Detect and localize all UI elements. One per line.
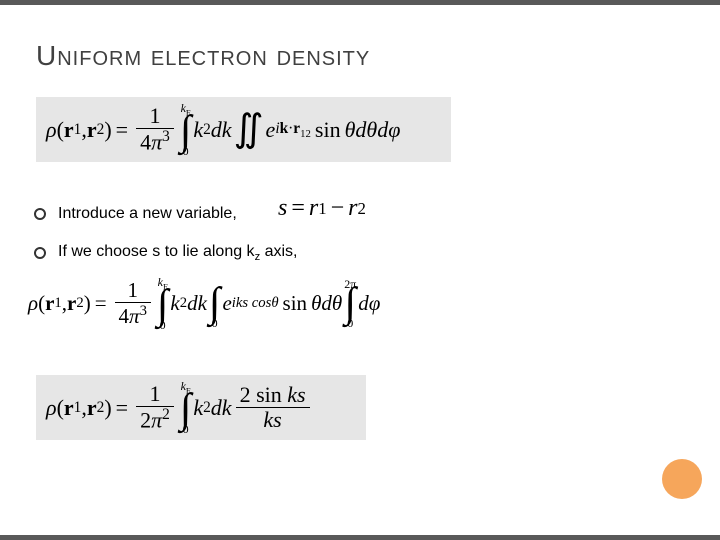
double-integral: ∬ (234, 116, 264, 143)
dk: dk (211, 395, 232, 421)
bullet-1-text: Introduce a new variable, (58, 205, 237, 223)
exp-k: k (280, 120, 289, 137)
exp-ikscos: iks cosθ (232, 295, 279, 312)
page-title: Uniform electron density (36, 40, 370, 72)
frac-1-over-2pi2: 1 2π2 (136, 382, 174, 433)
integral-k: kF ∫ 0 (180, 103, 192, 156)
intB-lo: 0 (212, 318, 218, 328)
lpar: ( (38, 291, 45, 316)
k-sq: 2 (203, 399, 211, 417)
frac-num: 1 (145, 382, 164, 406)
r1-sub: 1 (74, 399, 82, 417)
inline-equation-s: s = r1 − r2 (278, 195, 366, 222)
equation-2: ρ ( r1 , r2 ) = 1 4π3 kF ∫ 0 k2 dk ∫ 0 (28, 277, 508, 330)
frac-den-pow: 3 (162, 128, 170, 145)
rpar: ) (84, 291, 91, 316)
dk: dk (187, 291, 207, 316)
r1: r (64, 395, 74, 421)
int-lo: 0 (183, 424, 189, 434)
integral-phi: 2π ∫ 0 (344, 279, 356, 329)
r1: r (64, 117, 74, 143)
frac2-den: ks (259, 408, 285, 432)
exp-r12: 12 (300, 128, 311, 140)
bullet-mark-icon (34, 247, 46, 259)
bullet-mark-icon (34, 208, 46, 220)
dk: dk (211, 117, 232, 143)
frac-den-pi: π (151, 130, 162, 155)
r1: r (309, 195, 318, 222)
r1: r (45, 291, 54, 316)
b2-post: axis, (260, 243, 297, 260)
r2: r (87, 117, 97, 143)
frac-den-2: 2 (140, 408, 151, 433)
frac-den-pi: π (129, 304, 140, 328)
var-s: s (278, 195, 287, 222)
k-sq: 2 (180, 295, 187, 312)
sin: sin (283, 291, 308, 316)
r2-sub: 2 (76, 295, 83, 312)
equation-3: ρ ( r1 , r2 ) = 1 2π2 kF ∫ 0 k2 dk 2 sin… (36, 375, 366, 440)
bullet-1: Introduce a new variable, (34, 205, 237, 223)
r2-sub: 2 (97, 121, 105, 139)
k: k (170, 291, 179, 316)
integral-k: kF ∫ 0 (180, 381, 192, 434)
k: k (193, 117, 203, 143)
theta: θ (311, 291, 321, 316)
r1-sub: 1 (318, 199, 326, 219)
k-sq: 2 (203, 121, 211, 139)
rho: ρ (28, 291, 38, 316)
frac-den-pow: 3 (140, 303, 147, 319)
r2: r (348, 195, 357, 222)
dphi: dφ (358, 291, 380, 316)
rho: ρ (46, 117, 57, 143)
lpar: ( (57, 395, 64, 421)
equals: = (116, 395, 128, 421)
minus: − (331, 195, 345, 222)
equals: = (116, 117, 128, 143)
frac2-num-ks: ks (287, 382, 305, 407)
rpar: ) (104, 395, 111, 421)
int-lo: 0 (183, 146, 189, 156)
frac-2sinks-over-ks: 2 sin ks ks (236, 383, 310, 432)
bullet-2-text: If we choose s to lie along kz axis, (58, 243, 298, 263)
frac-1-over-4pi3: 1 4π3 (136, 104, 174, 155)
intA-lo: 0 (160, 320, 166, 330)
r1-sub: 1 (74, 121, 82, 139)
equation-1: ρ ( r1 , r2 ) = 1 4π3 kF ∫ 0 k2 dk ∬ eik… (36, 97, 451, 162)
dtheta: dθ (355, 117, 377, 143)
integral-theta: ∫ 0 (209, 279, 221, 329)
r2: r (67, 291, 76, 316)
frac-1-over-4pi3: 1 4π3 (115, 279, 151, 328)
rho: ρ (46, 395, 57, 421)
equals: = (291, 195, 305, 222)
r2-sub: 2 (358, 199, 366, 219)
frac-den-4: 4 (140, 130, 151, 155)
r2-sub: 2 (97, 399, 105, 417)
e: e (222, 291, 231, 316)
r2: r (87, 395, 97, 421)
integral-k: kF ∫ 0 (157, 277, 169, 330)
b2-pre: If we choose s to lie along k (58, 243, 255, 260)
accent-circle-icon (662, 459, 702, 499)
equals: = (95, 291, 107, 316)
sin: sin (315, 117, 341, 143)
rpar: ) (104, 117, 111, 143)
frac2-num-2sin: 2 sin (240, 382, 288, 407)
frac-num: 1 (145, 104, 164, 128)
e: e (266, 117, 276, 143)
frac-den-4: 4 (119, 304, 130, 328)
k: k (193, 395, 203, 421)
intC-lo: 0 (347, 318, 353, 328)
r1-sub: 1 (54, 295, 61, 312)
lpar: ( (57, 117, 64, 143)
slide: Uniform electron density ρ ( r1 , r2 ) =… (0, 0, 720, 540)
bullet-2: If we choose s to lie along kz axis, (34, 243, 298, 263)
dtheta: dθ (321, 291, 342, 316)
theta: θ (345, 117, 356, 143)
frac-num: 1 (123, 279, 142, 302)
dphi: dφ (377, 117, 400, 143)
frac-den-pow: 2 (162, 406, 170, 423)
frac-den-pi: π (151, 408, 162, 433)
